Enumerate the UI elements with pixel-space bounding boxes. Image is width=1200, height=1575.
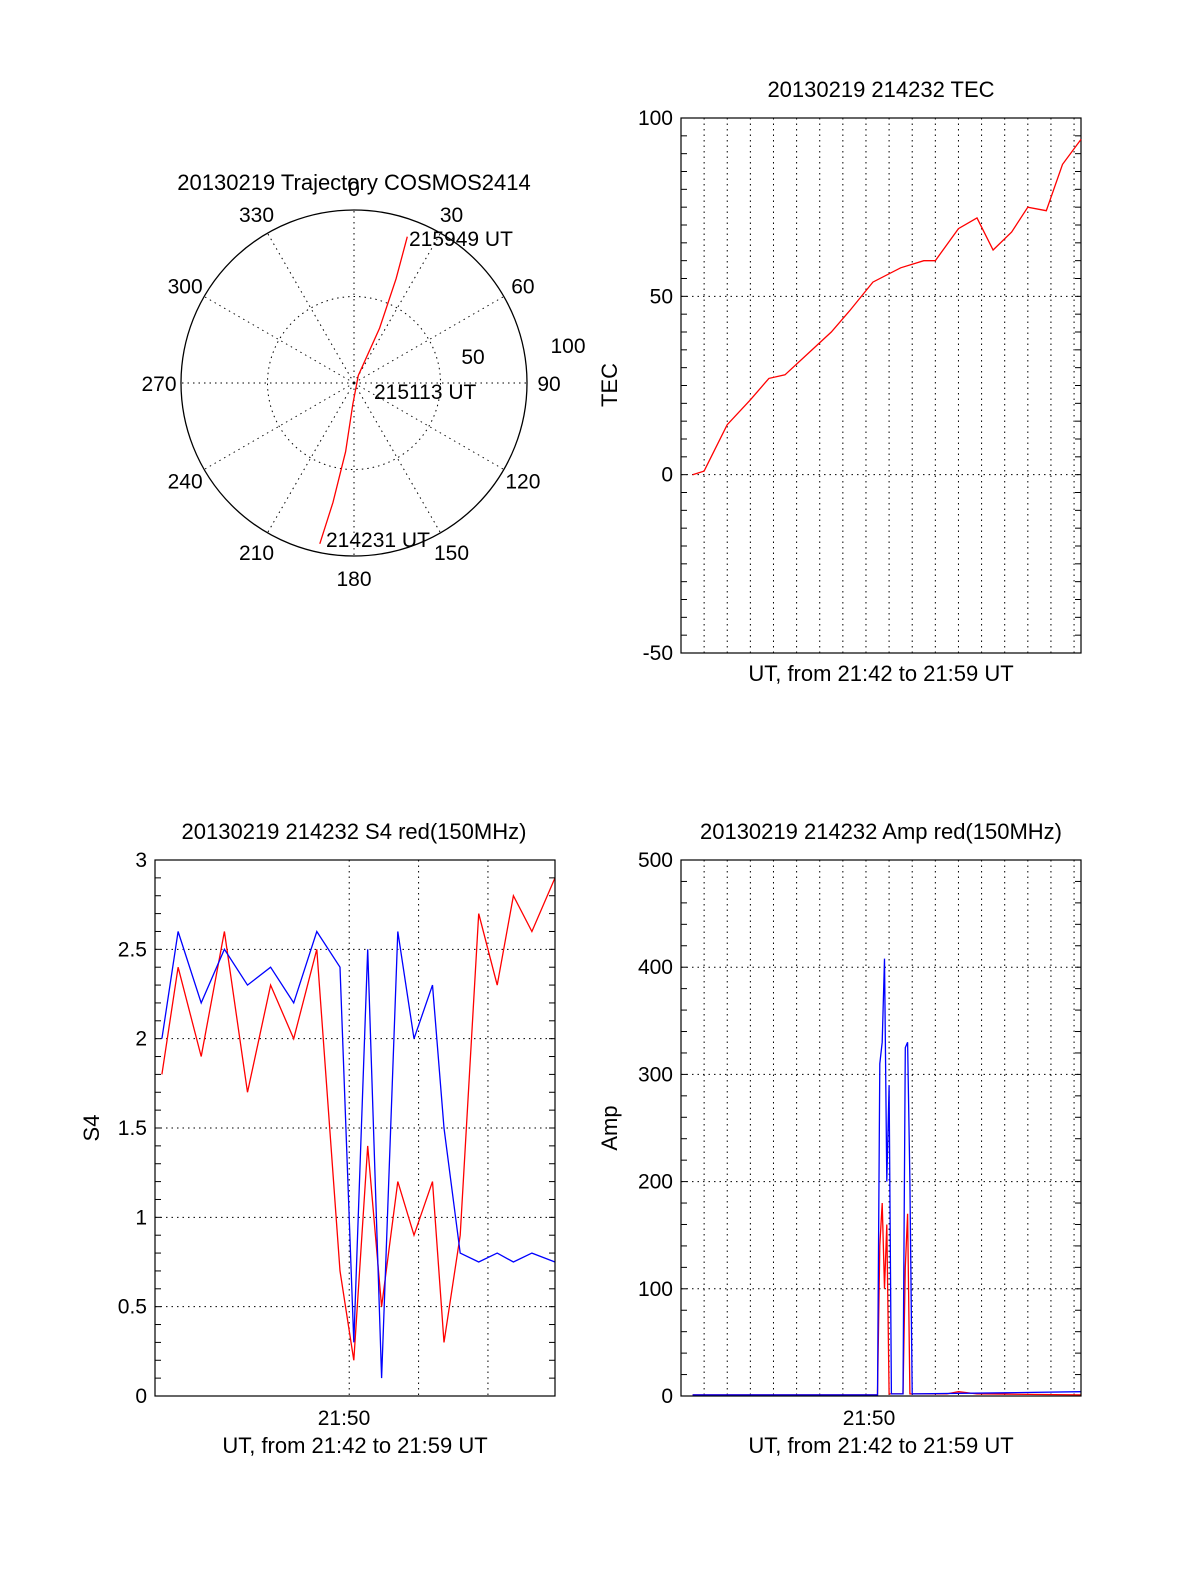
polar-azimuth-label: 300: [168, 276, 203, 299]
trajectory-radial-label-100: 100: [550, 335, 585, 358]
amp-minor-ticks: [681, 859, 1081, 1397]
s4-blue-series-line: [161, 930, 556, 1379]
tec-y-tick-labels: -50 0 50 100: [638, 107, 673, 665]
tec-series-line: [692, 139, 1082, 476]
amp-y-tick: 400: [638, 956, 673, 979]
s4-y-tick: 0.5: [118, 1296, 147, 1319]
polar-azimuth-label: 60: [511, 276, 534, 299]
s4-y-axis-label: S4: [79, 1115, 104, 1142]
s4-y-tick: 2.5: [118, 938, 147, 961]
polar-outer-circle: [180, 209, 528, 557]
s4-x-axis-label: UT, from 21:42 to 21:59 UT: [222, 1433, 487, 1458]
trajectory-grid: [180, 209, 528, 557]
s4-y-tick: 1: [135, 1206, 147, 1229]
trajectory-line: [319, 236, 408, 544]
amp-grid: [681, 859, 1081, 1397]
polar-azimuth-label: 150: [434, 542, 469, 565]
tec-y-tick: 0: [661, 464, 673, 487]
s4-plot: 20130219 214232 S4 red(150MHz) 0 0.5 1 1.5 2…: [79, 819, 556, 1458]
amp-title: 20130219 214232 Amp red(150MHz): [700, 819, 1062, 844]
polar-spoke: [353, 382, 441, 534]
polar-azimuth-label: 240: [168, 471, 203, 494]
s4-series: [161, 877, 556, 1379]
trajectory-annotation-end: 215949 UT: [409, 228, 513, 251]
amp-blue-series-line: [692, 958, 1082, 1396]
tec-grid: [681, 117, 1081, 654]
amp-frame: [680, 859, 1082, 1397]
trajectory-annotation-mid: 215113 UT: [374, 381, 477, 404]
amp-y-tick-labels: 0 100 200 300 400 500: [638, 849, 673, 1408]
tec-x-axis-label: UT, from 21:42 to 21:59 UT: [748, 661, 1013, 686]
trajectory-radial-label-50: 50: [461, 346, 484, 369]
amp-y-tick: 0: [661, 1385, 673, 1408]
polar-azimuth-label: 180: [336, 568, 371, 591]
amp-y-tick: 100: [638, 1278, 673, 1301]
tec-y-tick: 50: [650, 285, 673, 308]
polar-spoke: [353, 382, 505, 470]
polar-spoke: [353, 232, 441, 384]
tec-y-tick: -50: [643, 642, 673, 665]
s4-red-series-line: [161, 877, 556, 1361]
tec-y-axis-label: TEC: [597, 363, 622, 407]
amp-y-axis-label: Amp: [597, 1105, 622, 1150]
polar-spoke: [267, 382, 355, 534]
polar-spoke: [267, 232, 355, 384]
polar-azimuth-label: 0: [348, 178, 360, 201]
trajectory-polar-plot: 20130219 Trajectory COSMOS2414 0 30 60 90 12…: [141, 170, 585, 591]
polar-azimuth-label: 270: [141, 373, 176, 396]
polar-azimuth-label: 90: [537, 373, 560, 396]
polar-azimuth-label: 210: [239, 542, 274, 565]
amp-y-tick: 500: [638, 849, 673, 872]
polar-spoke: [353, 296, 505, 384]
amp-y-tick: 300: [638, 1063, 673, 1086]
polar-azimuth-label: 330: [239, 204, 274, 227]
s4-y-tick: 1.5: [118, 1117, 147, 1140]
s4-y-tick: 2: [135, 1028, 147, 1051]
s4-y-tick-labels: 0 0.5 1 1.5 2 2.5 3: [118, 849, 147, 1408]
trajectory-title: 20130219 Trajectory COSMOS2414: [177, 170, 530, 195]
amp-x-tick-label: 21:50: [843, 1407, 896, 1430]
s4-y-tick: 3: [135, 849, 147, 872]
s4-minor-ticks: [155, 859, 555, 1397]
polar-spoke: [203, 296, 355, 384]
amp-x-axis-label: UT, from 21:42 to 21:59 UT: [748, 1433, 1013, 1458]
tec-plot: 20130219 214232 TEC -50 0 50 100 TEC UT, fr…: [597, 77, 1082, 686]
tec-frame: [680, 117, 1082, 654]
tec-minor-ticks: [681, 117, 1081, 654]
s4-title: 20130219 214232 S4 red(150MHz): [182, 819, 527, 844]
s4-x-tick-label: 21:50: [318, 1407, 371, 1430]
trajectory-azimuth-labels: 0 30 60 90 120 150 180 210 240 270 300 330: [141, 178, 560, 591]
s4-y-tick: 0: [135, 1385, 147, 1408]
polar-inner-circle: [267, 296, 441, 470]
amp-plot: 20130219 214232 Amp red(150MHz) 0 100 200 3…: [597, 819, 1082, 1458]
polar-spoke: [203, 382, 355, 470]
trajectory-annotation-start: 214231 UT: [326, 529, 430, 552]
polar-azimuth-label: 30: [440, 204, 463, 227]
amp-y-tick: 200: [638, 1171, 673, 1194]
tec-y-tick: 100: [638, 107, 673, 130]
tec-title: 20130219 214232 TEC: [767, 77, 994, 102]
polar-azimuth-label: 120: [505, 471, 540, 494]
